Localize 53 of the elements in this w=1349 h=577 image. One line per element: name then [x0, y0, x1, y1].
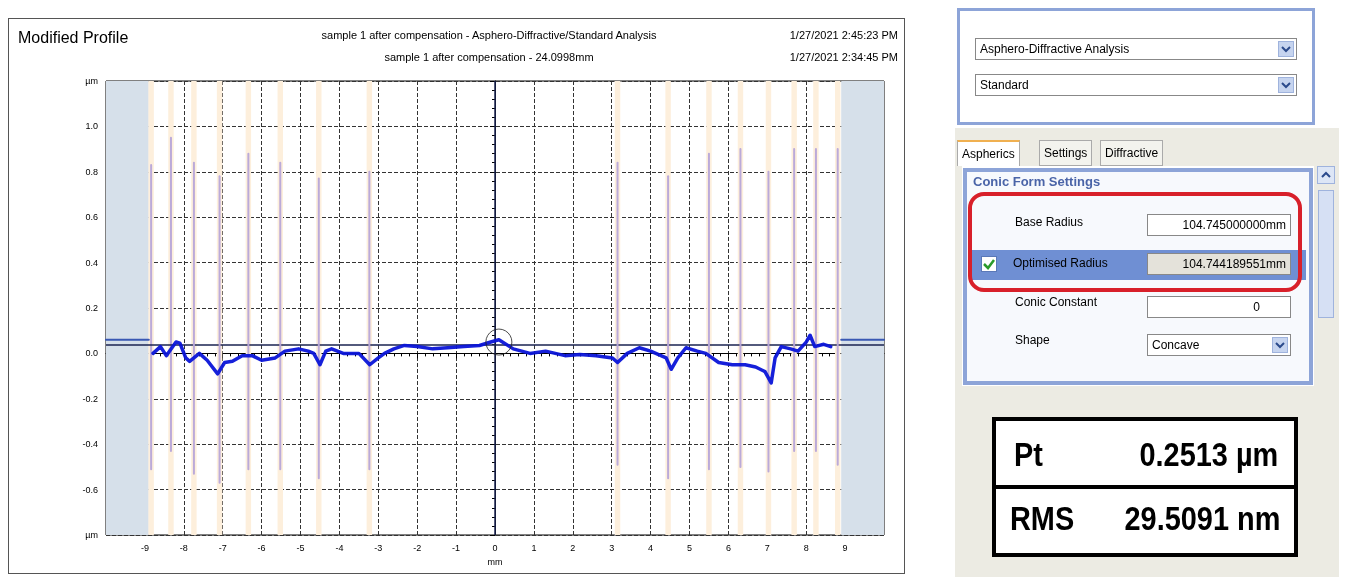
text: Asphero-Diffractive Analysis [975, 38, 1297, 60]
text: 0 [1147, 296, 1291, 318]
x-tick-label: -9 [140, 542, 149, 553]
chart-title: Modified Profile [18, 29, 129, 47]
x-tick-label: -6 [257, 542, 266, 553]
x-tick-label: -2 [413, 542, 422, 553]
text: Optimised Radius [1013, 256, 1108, 270]
y-tick-label: 0.2 [85, 303, 98, 313]
text: 1/27/2021 2:34:45 PM [789, 50, 898, 65]
y-tick-label: -0.4 [82, 439, 98, 450]
x-tick-label: -4 [335, 542, 344, 553]
text: Concave [1147, 334, 1291, 356]
chart-subtitle: sample 1 after compensation - Asphero-Diffractive/Standard Analysis sample 1 after compensation - 24.0998mm [320, 28, 658, 65]
text: Settings [1039, 140, 1093, 166]
text: RMS [1010, 499, 1075, 538]
y-tick-label: µm [85, 530, 98, 540]
y-tick-label: µm [85, 76, 98, 86]
x-tick-label: 6 [725, 542, 731, 553]
text: 104.745000000mm [1147, 214, 1291, 236]
x-tick-label: -5 [296, 542, 305, 553]
x-tick-label: -8 [179, 542, 188, 553]
text: Diffractive [1100, 140, 1164, 166]
text: 29.5091 nm [1124, 499, 1280, 538]
text: Conic Constant [1015, 295, 1098, 309]
text: 1/27/2021 2:45:23 PM [789, 28, 898, 43]
x-tick-label: -1 [452, 542, 461, 553]
text: Shape [1015, 333, 1050, 347]
x-tick-label: 4 [648, 542, 654, 553]
text: Base Radius [1015, 215, 1084, 229]
x-tick-label: 8 [803, 542, 809, 553]
text: Standard [975, 74, 1297, 96]
x-tick-label: 3 [609, 542, 615, 553]
y-tick-label: 0.0 [85, 348, 98, 359]
x-tick-label: 2 [570, 542, 576, 553]
y-tick-label: -0.2 [82, 393, 98, 404]
x-tick-label: 0 [492, 542, 498, 553]
x-tick-label: 7 [764, 542, 770, 553]
x-axis-title: mm [487, 556, 503, 567]
line-series [151, 333, 833, 385]
y-tick-label: 1.0 [85, 121, 98, 132]
y-tick-label: 0.4 [85, 257, 98, 268]
text: Conic Form Settings [973, 174, 1101, 189]
x-tick-label: 1 [531, 542, 537, 553]
text: 104.744189551mm [1147, 253, 1291, 275]
text: Pt [1014, 435, 1043, 474]
text: 0.2513 µm [1139, 435, 1278, 474]
y-tick-label: -0.6 [82, 484, 98, 495]
y-tick-label: 0.8 [85, 166, 98, 177]
x-tick-label: -7 [218, 542, 227, 553]
x-tick-label: 9 [842, 542, 848, 553]
x-tick-label: -3 [374, 542, 383, 553]
y-tick-label: 0.6 [85, 212, 98, 223]
x-tick-label: 5 [686, 542, 693, 553]
